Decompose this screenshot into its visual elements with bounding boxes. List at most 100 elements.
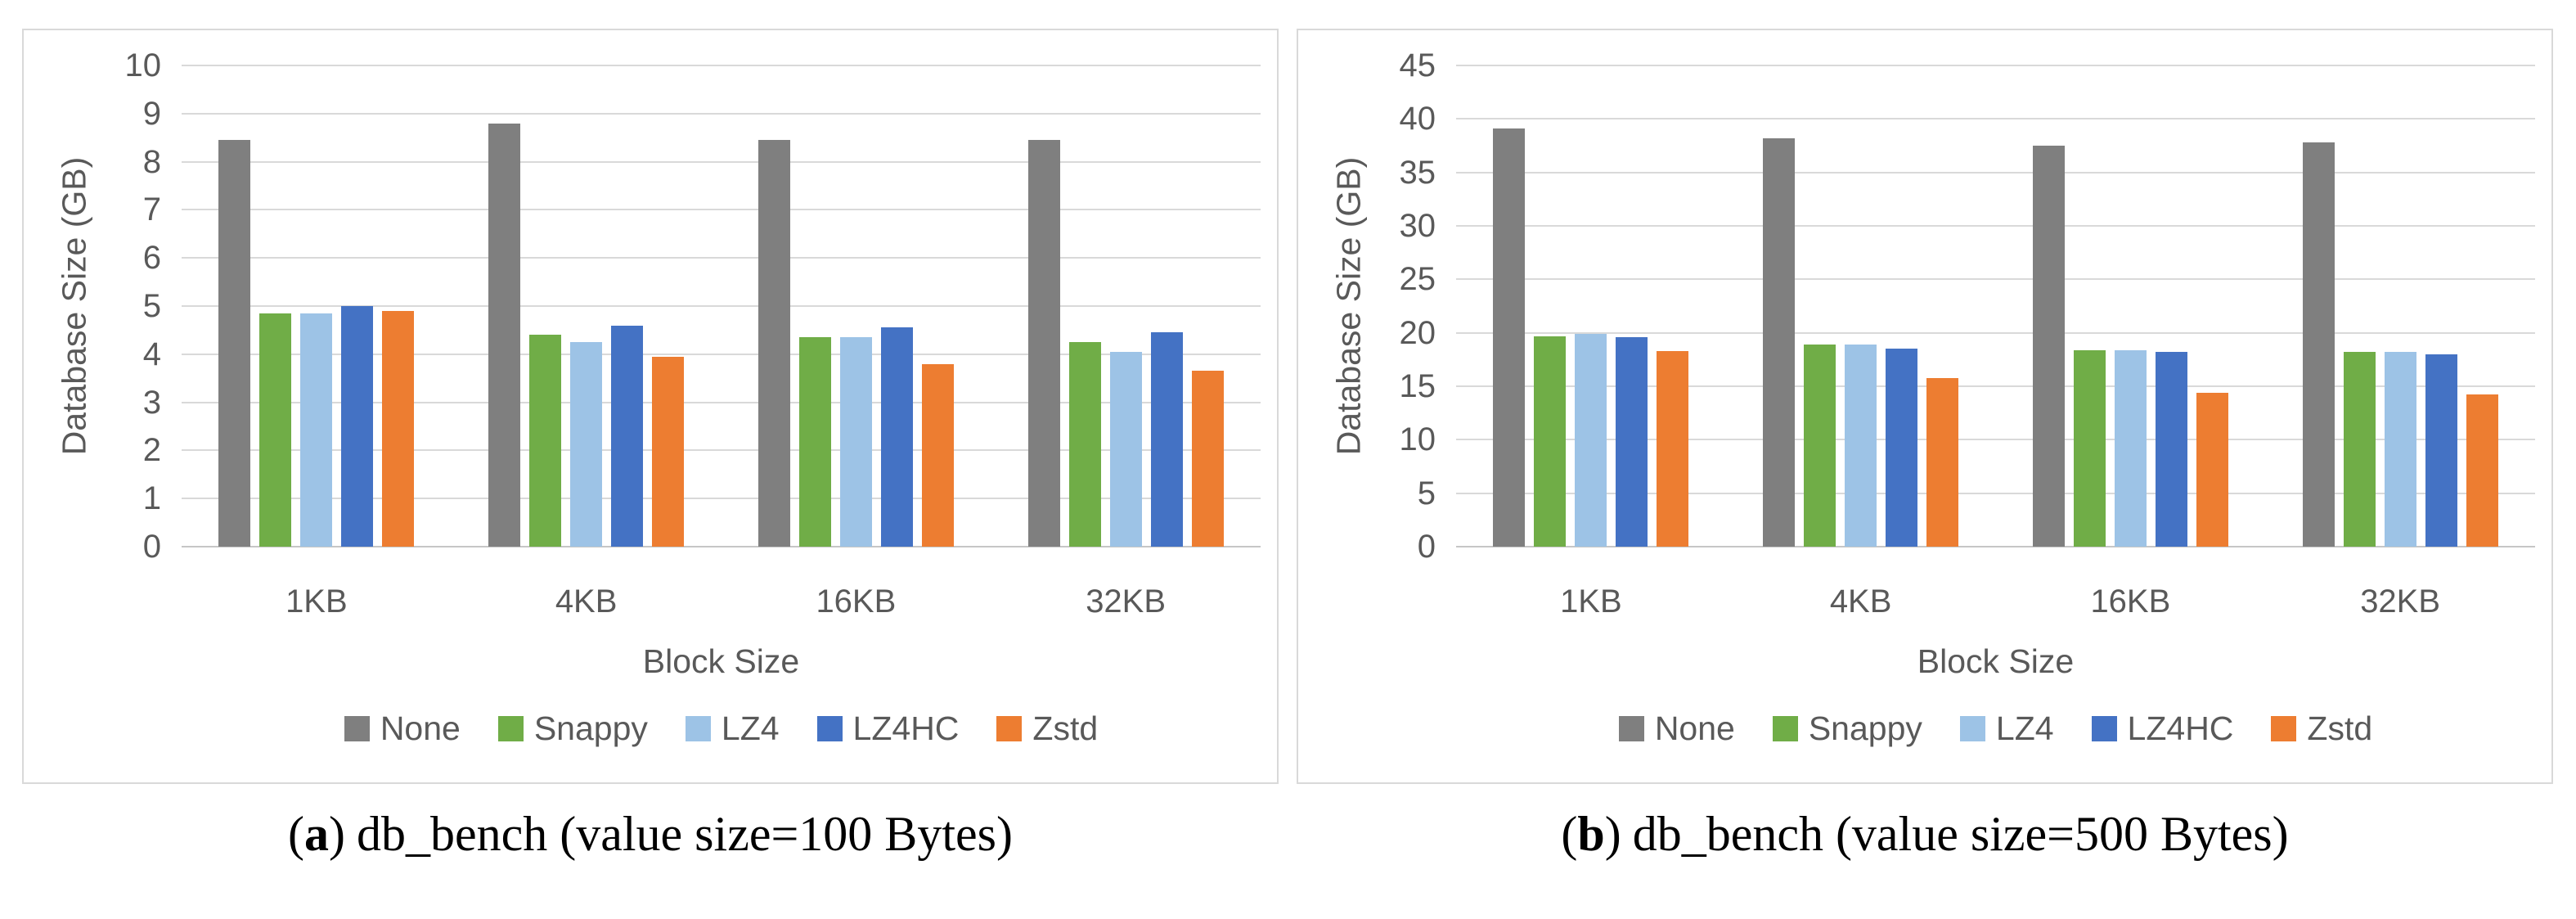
bar-group-32kb <box>2265 65 2535 547</box>
gridline <box>1456 331 2535 334</box>
bar-zstd <box>382 310 415 547</box>
legend-swatch <box>1618 716 1644 741</box>
bar-lz4 <box>300 313 333 547</box>
legend-label: Zstd <box>2307 710 2373 747</box>
x-axis-line <box>182 546 1261 547</box>
bar-lz4hc <box>2155 352 2187 547</box>
x-category-label: 16KB <box>2090 583 2171 619</box>
gridline <box>1456 385 2535 387</box>
y-tick-label: 0 <box>142 529 161 565</box>
bar-group-1kb <box>1456 65 1726 547</box>
y-tick-label: 8 <box>142 143 161 180</box>
legend: None Snappy LZ4 LZ4HC Zstd <box>182 710 1261 748</box>
legend-item-zstd: Zstd <box>996 710 1098 748</box>
bars-layer <box>182 65 1261 547</box>
legend-item-snappy: Snappy <box>1772 710 1922 748</box>
gridline <box>182 257 1261 259</box>
bar-group-1kb <box>182 65 452 547</box>
x-category-labels: 1KB 4KB 16KB 32KB <box>1456 583 2535 620</box>
y-axis-ticks: 0 1 2 3 4 5 6 7 8 9 10 <box>24 30 162 782</box>
y-tick-label: 0 <box>1417 529 1436 565</box>
bar-snappy <box>1068 342 1101 547</box>
y-tick-label: 40 <box>1399 101 1436 137</box>
bar-lz4 <box>1845 345 1877 547</box>
legend-item-lz4: LZ4 <box>1959 710 2054 748</box>
x-axis-line <box>1456 546 2535 547</box>
bar-lz4hc <box>611 325 644 547</box>
y-tick-label: 2 <box>142 432 161 469</box>
legend-label: Snappy <box>1808 710 1922 747</box>
chart-panel-b: Database Size (GB) 0 5 10 15 20 25 30 35 40 45 1K… <box>1297 29 2553 784</box>
y-tick-label: 3 <box>142 384 161 421</box>
bar-snappy <box>798 337 831 547</box>
bar-snappy <box>1534 336 1567 547</box>
x-category-label: 32KB <box>2360 583 2441 619</box>
bar-lz4hc <box>341 306 374 547</box>
x-axis-title: Block Size <box>1917 642 2075 680</box>
legend-item-snappy: Snappy <box>497 710 648 748</box>
y-tick-label: 45 <box>1399 47 1436 83</box>
legend-swatch <box>1959 716 1985 741</box>
legend-label: LZ4HC <box>852 710 960 747</box>
gridline <box>182 209 1261 211</box>
legend-label: LZ4HC <box>2127 710 2234 747</box>
y-tick-label: 25 <box>1399 261 1436 298</box>
gridline <box>182 160 1261 163</box>
x-category-label: 16KB <box>816 583 897 619</box>
legend-swatch <box>2271 716 2297 741</box>
bar-snappy <box>1804 345 1836 547</box>
bars-layer <box>1456 65 2535 547</box>
legend: None Snappy LZ4 LZ4HC Zstd <box>1456 710 2535 748</box>
bar-lz4hc <box>2425 354 2457 547</box>
bar-none <box>1493 128 1526 547</box>
caption-b-letter: b <box>1577 807 1605 861</box>
caption-b: (b) db_bench (value size=500 Bytes) <box>1297 806 2553 863</box>
y-tick-label: 5 <box>142 288 161 324</box>
bar-group-16kb <box>722 65 991 547</box>
bar-none <box>488 123 521 547</box>
y-tick-label: 35 <box>1399 154 1436 191</box>
bar-none <box>1027 140 1060 547</box>
bar-snappy <box>259 313 292 547</box>
legend-item-none: None <box>344 710 461 748</box>
gridline <box>1456 492 2535 494</box>
bar-group-4kb <box>1726 65 1996 547</box>
captions-row: (a) db_bench (value size=100 Bytes) (b) db… <box>22 806 2553 863</box>
y-tick-label: 10 <box>1399 421 1436 458</box>
bar-snappy <box>529 335 562 547</box>
y-tick-label: 7 <box>142 191 161 228</box>
x-category-label: 4KB <box>555 583 618 619</box>
bar-none <box>1763 137 1796 547</box>
bar-lz4 <box>2114 349 2147 547</box>
bar-zstd <box>2196 392 2228 547</box>
legend-swatch <box>816 716 843 741</box>
x-axis-title: Block Size <box>642 642 800 680</box>
x-category-label: 32KB <box>1086 583 1167 619</box>
y-tick-label: 10 <box>124 47 162 83</box>
x-category-labels: 1KB 4KB 16KB 32KB <box>182 583 1261 620</box>
gridlines <box>1456 65 2535 547</box>
bar-group-16kb <box>1996 65 2266 547</box>
legend-label: Snappy <box>533 710 648 747</box>
gridline <box>182 498 1261 500</box>
gridline <box>182 112 1261 115</box>
legend-item-lz4hc: LZ4HC <box>2091 710 2234 748</box>
bar-none <box>2302 142 2335 547</box>
y-tick-label: 4 <box>142 336 161 372</box>
bar-none <box>218 140 251 547</box>
bar-lz4hc <box>1616 336 1648 547</box>
gridline <box>182 449 1261 452</box>
caption-a-text: db_bench (value size=100 Bytes) <box>357 807 1013 861</box>
bar-zstd <box>921 363 954 547</box>
bar-lz4 <box>2384 352 2416 547</box>
legend-item-zstd: Zstd <box>2271 710 2372 748</box>
chart-panel-a: Database Size (GB) 0 1 2 3 4 5 6 7 8 9 10 1KB 4KB 16… <box>22 29 1279 784</box>
legend-swatch <box>497 716 524 741</box>
bar-group-32kb <box>991 65 1261 547</box>
legend-label: LZ4 <box>1995 710 2054 747</box>
legend-label: LZ4 <box>721 710 780 747</box>
legend-swatch <box>344 716 370 741</box>
gridline <box>182 353 1261 355</box>
y-tick-label: 5 <box>1417 475 1436 511</box>
